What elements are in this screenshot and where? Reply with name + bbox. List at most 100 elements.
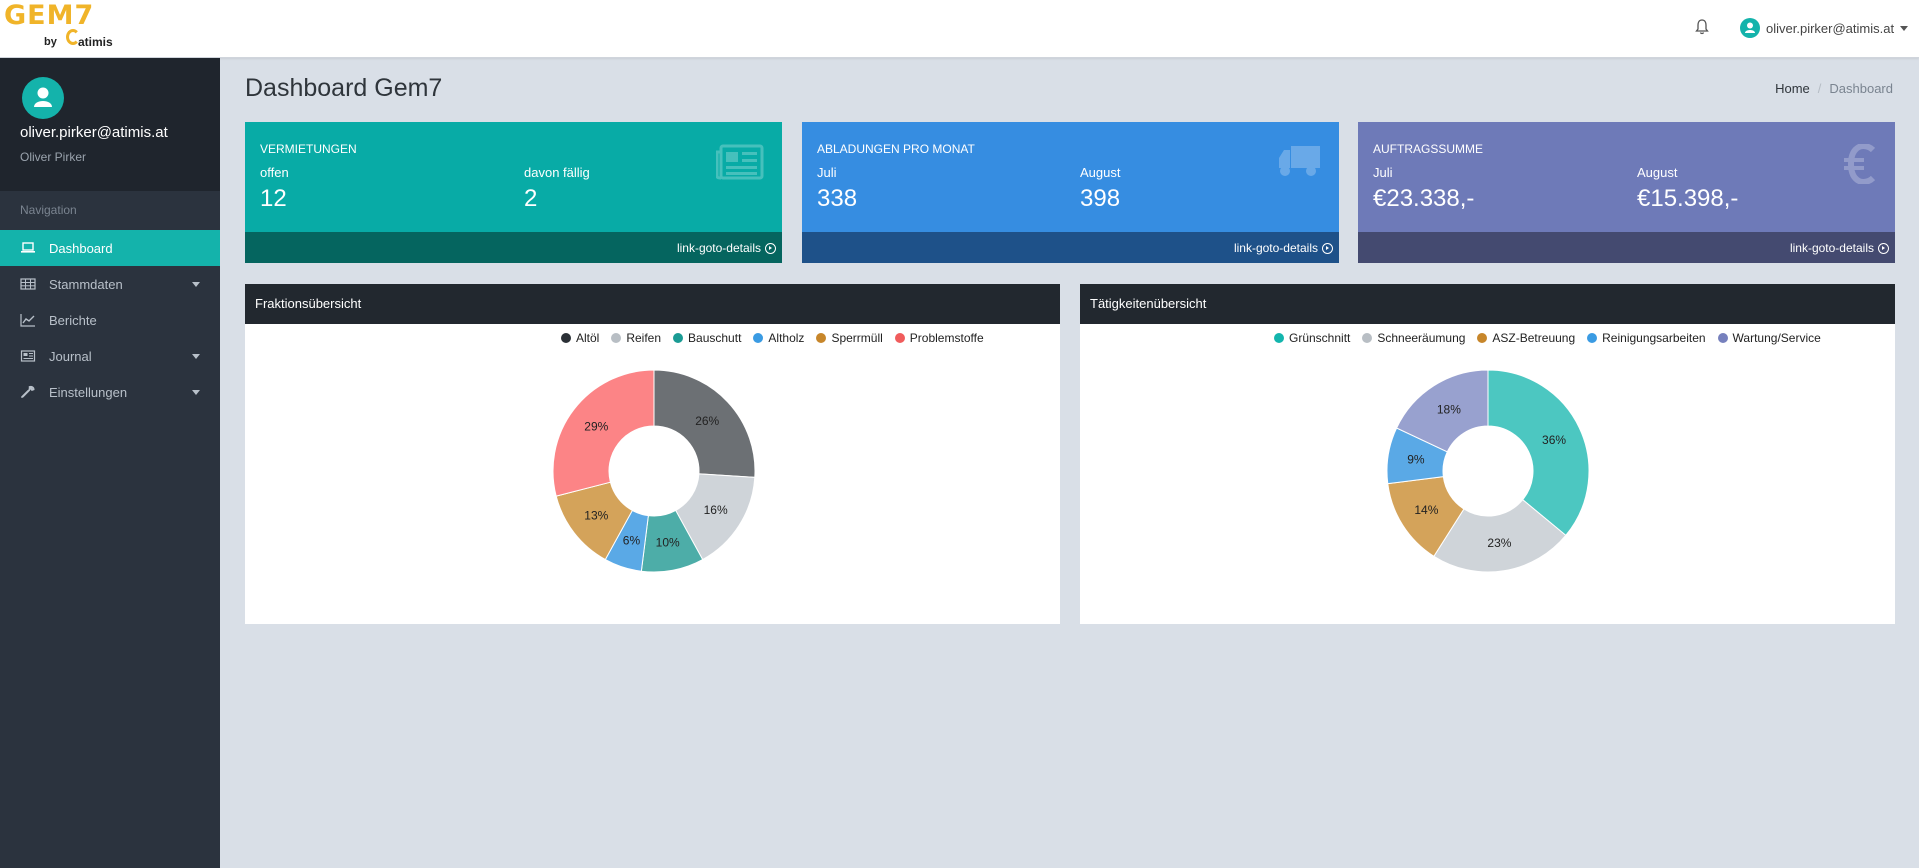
chevron-down-icon xyxy=(192,354,200,359)
stat-card-auftragssumme: AUFTRAGSSUMME Juli €23.338,- August €15.… xyxy=(1358,122,1895,263)
stat-card-body: ABLADUNGEN PRO MONAT Juli 338 August 398 xyxy=(802,122,1339,232)
legend-item[interactable]: Problemstoffe xyxy=(894,331,984,345)
arrow-circle-right-icon xyxy=(1878,242,1889,254)
line-chart-icon xyxy=(20,314,35,327)
stat-label-b: August xyxy=(1080,165,1121,180)
truck-icon xyxy=(1279,146,1320,176)
legend-item[interactable]: Altöl xyxy=(561,331,599,345)
donut-slice[interactable] xyxy=(1395,369,1489,453)
gem7-logo[interactable]: GEM7 by atimis xyxy=(4,0,124,52)
sidebar-item-label: Stammdaten xyxy=(49,276,123,292)
panel-title: Fraktionsübersicht xyxy=(245,284,1060,324)
goto-details-link[interactable]: link-goto-details xyxy=(1790,241,1889,255)
sidebar-item-dashboard[interactable]: Dashboard xyxy=(0,230,220,266)
arrow-circle-right-icon xyxy=(765,242,776,254)
user-email: oliver.pirker@atimis.at xyxy=(1766,20,1895,36)
slice-label: 36% xyxy=(1542,433,1566,447)
legend-swatch xyxy=(1477,333,1488,343)
legend-swatch xyxy=(1362,333,1373,343)
goto-details-label: link-goto-details xyxy=(1789,241,1874,255)
sidebar-item-stammdaten[interactable]: Stammdaten xyxy=(0,266,220,302)
legend-swatch xyxy=(561,333,571,343)
slice-label: 16% xyxy=(704,503,728,517)
legend-label: Reinigungsarbeiten xyxy=(1602,331,1706,345)
breadcrumb-separator: / xyxy=(1817,81,1822,96)
donut-slice[interactable] xyxy=(1487,369,1590,537)
legend-swatch xyxy=(1717,333,1728,343)
stat-card-footer: link-goto-details xyxy=(1358,232,1895,263)
breadcrumb-current: Dashboard xyxy=(1829,81,1893,96)
sidebar-item-label: Einstellungen xyxy=(49,384,128,400)
legend-swatch xyxy=(816,333,827,343)
legend-item[interactable]: Bauschutt xyxy=(673,331,741,345)
slice-label: 26% xyxy=(695,414,719,428)
breadcrumb-home-link[interactable]: Home xyxy=(1775,81,1810,96)
chevron-down-icon xyxy=(192,282,200,287)
goto-details-link[interactable]: link-goto-details xyxy=(1234,241,1333,255)
newspaper-icon xyxy=(20,350,36,362)
panel-taetigkeitenuebersicht: Tätigkeitenübersicht Grünschnitt Schneerä… xyxy=(1080,284,1895,624)
sidebar-item-einstellungen[interactable]: Einstellungen xyxy=(0,374,220,410)
donut-chart-fraktionen: 26% 16% 10% 6% 13% 29% xyxy=(552,369,756,573)
donut-slice[interactable] xyxy=(653,369,756,478)
slice-label: 6% xyxy=(623,533,641,547)
legend-swatch xyxy=(1274,333,1284,343)
stat-card-vermietungen: VERMIETUNGEN offen 12 davon fällig 2 lin… xyxy=(245,122,782,263)
legend-item[interactable]: Wartung/Service xyxy=(1717,331,1821,345)
legend-item[interactable]: Reinigungsarbeiten xyxy=(1587,331,1706,345)
user-menu[interactable]: oliver.pirker@atimis.at xyxy=(1740,17,1909,39)
sidebar-item-journal[interactable]: Journal xyxy=(0,338,220,374)
panel-title: Tätigkeitenübersicht xyxy=(1080,284,1895,324)
stat-value-b: 2 xyxy=(524,185,538,212)
slice-label: 29% xyxy=(584,419,608,433)
legend-label: Sperrmüll xyxy=(831,331,883,345)
chart-legend: Grünschnitt Schneeräumung ASZ-Betreuung Rei… xyxy=(1274,331,1833,345)
panel-fraktionsuebersicht: Fraktionsübersicht Altöl Reifen Bauschutt A… xyxy=(245,284,1060,624)
legend-label: Problemstoffe xyxy=(909,331,984,345)
legend-item[interactable]: Grünschnitt xyxy=(1274,331,1350,345)
logo-wordmark: GEM7 xyxy=(4,0,95,31)
legend-label: ASZ-Betreuung xyxy=(1492,331,1576,345)
bell-icon[interactable] xyxy=(1694,18,1710,36)
goto-details-link[interactable]: link-goto-details xyxy=(677,241,776,255)
user-icon xyxy=(34,87,52,107)
stat-title: AUFTRAGSSUMME xyxy=(1373,142,1484,156)
legend-label: Reifen xyxy=(626,331,662,345)
legend-item[interactable]: Schneeräumung xyxy=(1362,331,1465,345)
logo-by: by xyxy=(44,36,57,48)
stat-label-a: Juli xyxy=(817,165,837,180)
donut-slice[interactable] xyxy=(552,369,655,497)
slice-label: 10% xyxy=(656,536,680,550)
stat-value-a: 338 xyxy=(817,185,858,212)
stat-label-b: davon fällig xyxy=(524,165,590,180)
goto-details-label: link-goto-details xyxy=(1233,241,1318,255)
atimis-logo-mark-icon xyxy=(66,29,80,45)
chevron-down-icon xyxy=(192,390,200,395)
sidebar-item-berichte[interactable]: Berichte xyxy=(0,302,220,338)
laptop-icon xyxy=(21,242,35,253)
stat-label-a: offen xyxy=(260,165,289,180)
sidebar-nav: Dashboard Stammdaten Berichte Journal Ei… xyxy=(0,230,220,410)
legend-item[interactable]: ASZ-Betreuung xyxy=(1477,331,1575,345)
stat-value-b: €15.398,- xyxy=(1637,185,1739,212)
profile-name: Oliver Pirker xyxy=(20,150,87,164)
legend-label: Wartung/Service xyxy=(1732,331,1821,345)
donut-slice[interactable] xyxy=(1433,498,1567,573)
sidebar: oliver.pirker@atimis.at Oliver Pirker Na… xyxy=(0,58,220,868)
legend-swatch xyxy=(894,333,905,343)
legend-item[interactable]: Sperrmüll xyxy=(816,331,883,345)
legend-label: Schneeräumung xyxy=(1377,331,1466,345)
breadcrumb: Home / Dashboard xyxy=(1775,81,1893,96)
legend-swatch xyxy=(1587,333,1598,343)
stat-card-footer: link-goto-details xyxy=(245,232,782,263)
stat-label-b: August xyxy=(1637,165,1678,180)
avatar xyxy=(1740,18,1760,38)
stat-title: VERMIETUNGEN xyxy=(260,142,357,156)
slice-label: 13% xyxy=(584,509,608,523)
legend-label: Altholz xyxy=(768,331,805,345)
legend-item[interactable]: Altholz xyxy=(753,331,804,345)
slice-label: 18% xyxy=(1437,402,1461,416)
legend-item[interactable]: Reifen xyxy=(611,331,661,345)
slice-label: 14% xyxy=(1414,503,1438,517)
legend-swatch xyxy=(611,333,622,343)
